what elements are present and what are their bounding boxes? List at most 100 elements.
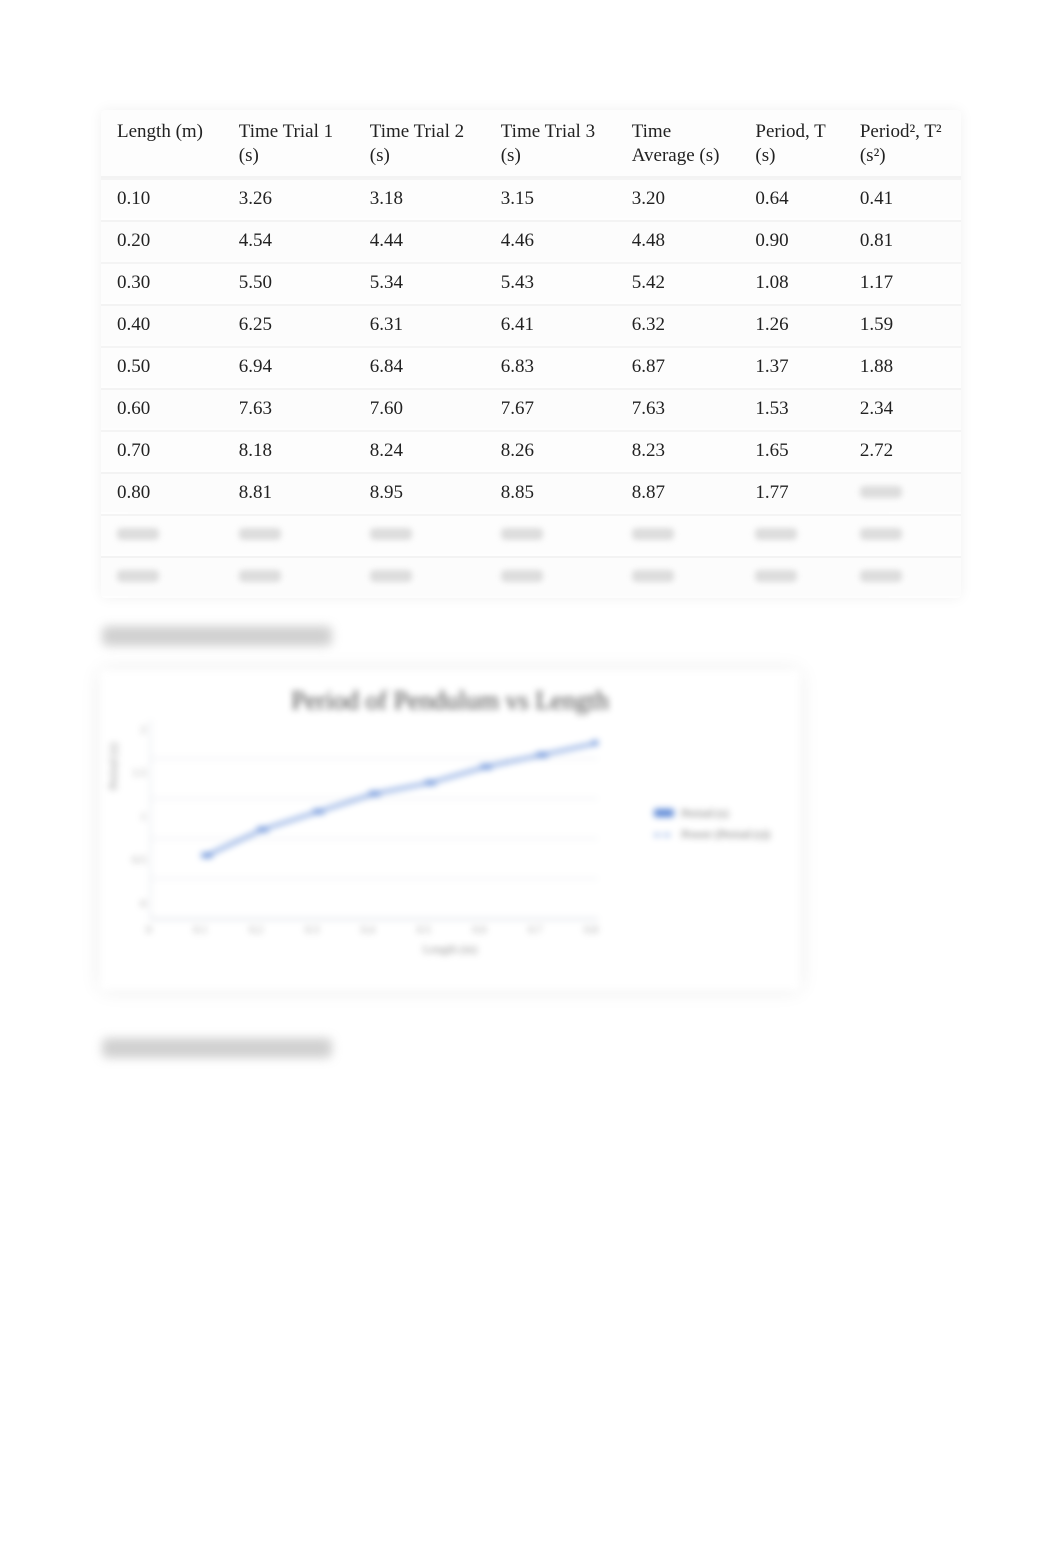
x-axis-ticks: 00.10.20.30.40.50.60.70.8 [146,920,598,936]
legend-dash-icon [654,834,674,836]
table-cell: 5.42 [616,262,740,304]
table-cell: 8.85 [485,472,616,514]
chart-title: Period of Pendulum vs Length [112,686,788,716]
y-axis-label: Period (s) [106,743,121,790]
table-row: 0.607.637.607.677.631.532.34 [101,388,961,430]
table-cell: 3.20 [616,178,740,220]
blurred-caption-2: Graph of Period² vs Length [102,1038,332,1058]
table-cell: 1.37 [739,346,843,388]
table-cell: 8.18 [223,430,354,472]
table-row-blurred [101,514,961,556]
table-cell: 0.81 [844,220,961,262]
table-row: 0.204.544.444.464.480.900.81 [101,220,961,262]
table-cell-blurred [223,556,354,598]
table-cell: 0.64 [739,178,843,220]
chart-svg [151,720,598,919]
table-cell: 0.90 [739,220,843,262]
table-cell: 1.77 [739,472,843,514]
table-cell: 0.50 [101,346,223,388]
table-cell: 0.40 [101,304,223,346]
table-cell: 1.59 [844,304,961,346]
col-trial2: Time Trial 2 (s) [354,110,485,178]
plot-grid [150,720,598,920]
table-cell: 6.41 [485,304,616,346]
table-cell: 1.08 [739,262,843,304]
table-cell: 7.63 [616,388,740,430]
table-cell: 6.25 [223,304,354,346]
table-cell: 6.31 [354,304,485,346]
table-cell: 6.87 [616,346,740,388]
table-cell: 0.60 [101,388,223,430]
col-label: Time Average (s) [632,121,720,166]
table-row: 0.808.818.958.858.871.77 [101,472,961,514]
table-cell: 5.50 [223,262,354,304]
col-period: Period, T (s) [739,110,843,178]
table-cell-blurred [739,556,843,598]
table-cell-blurred [616,556,740,598]
table-cell-blurred [844,556,961,598]
table-cell-blurred [485,514,616,556]
x-axis-label: Length (m) [112,942,788,957]
table-cell-blurred [223,514,354,556]
table-cell: 4.48 [616,220,740,262]
data-table: Length (m) Time Trial 1 (s) Time Trial 2… [101,110,961,598]
period-vs-length-chart: Period of Pendulum vs Length Period (s) … [100,670,800,990]
table-cell-blurred [354,556,485,598]
table-cell: 2.72 [844,430,961,472]
col-avg: Time Average (s) [616,110,740,178]
table-cell: 1.53 [739,388,843,430]
col-label: Time Trial 1 (s) [239,121,333,166]
table-row: 0.506.946.846.836.871.371.88 [101,346,961,388]
table-cell: 3.18 [354,178,485,220]
table-cell-blurred [739,514,843,556]
table-cell: 4.54 [223,220,354,262]
table-cell: 8.26 [485,430,616,472]
table-cell: 3.15 [485,178,616,220]
table-cell-blurred [101,556,223,598]
table-cell: 8.95 [354,472,485,514]
legend-item-label: Power (Period (s)) [681,826,770,843]
table-cell-blurred [616,514,740,556]
table-cell: 8.87 [616,472,740,514]
table-row-blurred [101,556,961,598]
table-cell: 4.44 [354,220,485,262]
table-cell: 0.41 [844,178,961,220]
table-cell-blurred [844,514,961,556]
col-trial3: Time Trial 3 (s) [485,110,616,178]
col-length: Length (m) [101,110,223,178]
table-header-row: Length (m) Time Trial 1 (s) Time Trial 2… [101,110,961,178]
legend-item-label: Period (s) [681,805,728,822]
table-cell: 0.80 [101,472,223,514]
col-period2: Period², T² (s²) [844,110,961,178]
blurred-caption-1: Graph of Period vs. Length [102,626,332,646]
table-cell-blurred [354,514,485,556]
table-cell: 0.30 [101,262,223,304]
table-cell: 1.17 [844,262,961,304]
table-cell: 6.94 [223,346,354,388]
table-row: 0.103.263.183.153.200.640.41 [101,178,961,220]
col-label: Time Trial 2 (s) [370,121,464,166]
col-label: Period, T (s) [755,121,825,166]
col-label: Period², T² (s²) [860,121,942,166]
chart-legend: Period (s) Power (Period (s)) [654,800,770,849]
table-cell [844,472,961,514]
table-cell: 6.84 [354,346,485,388]
table-row: 0.406.256.316.416.321.261.59 [101,304,961,346]
table-cell: 7.63 [223,388,354,430]
table-cell: 1.88 [844,346,961,388]
table-cell: 8.23 [616,430,740,472]
table-cell: 0.20 [101,220,223,262]
legend-marker-icon [654,809,674,817]
table-cell-blurred [485,556,616,598]
table-cell: 1.65 [739,430,843,472]
col-label: Time Trial 3 (s) [501,121,595,166]
table-cell: 3.26 [223,178,354,220]
table-cell: 2.34 [844,388,961,430]
table-cell-blurred [101,514,223,556]
col-label: Length (m) [117,121,203,142]
table-cell: 7.67 [485,388,616,430]
table-cell: 5.43 [485,262,616,304]
table-cell: 0.10 [101,178,223,220]
col-trial1: Time Trial 1 (s) [223,110,354,178]
table-cell: 8.81 [223,472,354,514]
